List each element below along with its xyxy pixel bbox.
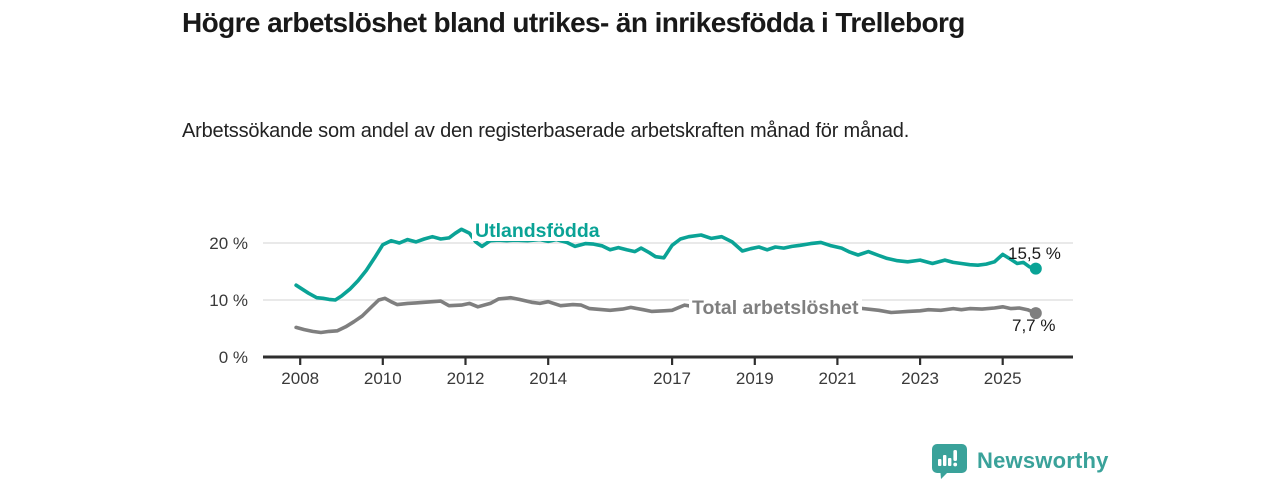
end-value-utlandsfodda: 15,5 % (1008, 244, 1061, 263)
x-tick-label: 2021 (818, 369, 856, 388)
x-tick-label: 2008 (281, 369, 319, 388)
x-tick-label: 2017 (653, 369, 691, 388)
series-label-total-arbetsloshet: Total arbetslöshet (689, 298, 862, 318)
x-tick-label: 2019 (736, 369, 774, 388)
chart-subtitle: Arbetssökande som andel av den registerb… (182, 120, 910, 142)
newsworthy-logo: Newsworthy (930, 443, 1109, 479)
series-label-utlandsfodda: Utlandsfödda (472, 221, 603, 241)
newsworthy-wordmark: Newsworthy (977, 448, 1109, 473)
y-tick-label: 10 % (209, 291, 248, 310)
x-tick-label: 2023 (901, 369, 939, 388)
newsworthy-icon (932, 444, 967, 479)
x-tick-label: 2014 (529, 369, 567, 388)
x-tick-label: 2010 (364, 369, 402, 388)
chart-title: Högre arbetslöshet bland utrikes- än inr… (182, 7, 965, 38)
end-value-total-arbetsloshet: 7,7 % (1012, 316, 1056, 335)
y-tick-label: 0 % (219, 348, 248, 367)
x-tick-label: 2012 (447, 369, 485, 388)
series-end-dot-0 (1029, 262, 1042, 275)
series-end-dot-1 (1029, 307, 1042, 320)
series-line-0 (294, 227, 1038, 302)
y-tick-label: 20 % (209, 234, 248, 253)
x-tick-label: 2025 (984, 369, 1022, 388)
series-line-1 (294, 295, 1038, 335)
